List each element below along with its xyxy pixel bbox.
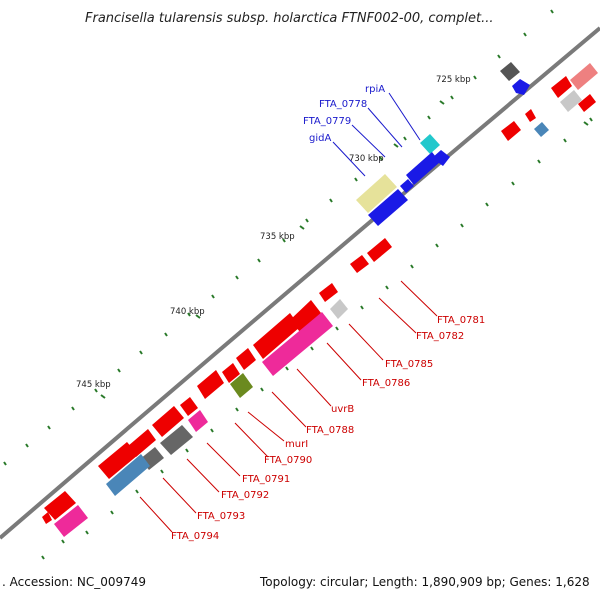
gene-block-fta0782[interactable] xyxy=(350,255,369,273)
lower-label-fta0781: FTA_0781 xyxy=(437,315,485,326)
lower-label-fta0791: FTA_0791 xyxy=(242,474,290,485)
gene-block-fta0785-grey[interactable] xyxy=(330,299,348,319)
gene-block-fta0778[interactable] xyxy=(432,150,450,166)
gene-block-gida[interactable] xyxy=(368,189,408,226)
gene-block-fta0785[interactable] xyxy=(319,283,338,302)
gene-block-right-2[interactable] xyxy=(570,63,598,90)
lower-label-uvrb: uvrB xyxy=(331,404,354,415)
gene-block-fta0794-steel[interactable] xyxy=(106,454,150,496)
lower-label-muri: murI xyxy=(285,439,308,450)
gene-block-right-3[interactable] xyxy=(560,90,582,112)
upper-label-leaders xyxy=(332,92,421,177)
gene-block-fta0793-b[interactable] xyxy=(128,429,156,457)
upper-label-fta0779: FTA_0779 xyxy=(303,116,351,127)
ruler-label-730: 730 kbp xyxy=(349,154,384,164)
gene-block-left-pink[interactable] xyxy=(54,505,88,537)
map-title: Francisella tularensis subsp. holarctica… xyxy=(85,11,494,26)
lower-label-leaders xyxy=(139,280,438,533)
gene-block-fta0792-pink[interactable] xyxy=(188,410,208,432)
gene-block-fta0792[interactable] xyxy=(180,397,198,416)
upper-label-fta0778: FTA_0778 xyxy=(319,99,367,110)
gene-block-left-red[interactable] xyxy=(44,491,76,520)
lower-label-fta0788: FTA_0788 xyxy=(306,425,354,436)
gene-block-blue-725[interactable] xyxy=(512,79,530,95)
gene-block-fta0794-a[interactable] xyxy=(98,442,138,479)
gene-block-fta0793-grey[interactable] xyxy=(160,425,193,455)
ruler-label-735: 735 kbp xyxy=(260,232,295,242)
lower-label-fta0793: FTA_0793 xyxy=(197,511,245,522)
lower-label-fta0782: FTA_0782 xyxy=(416,331,464,342)
forward-strand-genes xyxy=(356,62,530,226)
genome-backbone xyxy=(0,26,600,540)
reverse-strand-genes xyxy=(42,63,598,537)
gene-block-right-1[interactable] xyxy=(551,76,572,98)
gene-block-muri[interactable] xyxy=(230,373,253,398)
gene-block-right-5[interactable] xyxy=(525,109,536,122)
lower-label-fta0786: FTA_0786 xyxy=(362,378,410,389)
gene-block-grey-725[interactable] xyxy=(500,62,520,81)
gene-block-right-6[interactable] xyxy=(534,122,549,137)
upper-label-gida: gidA xyxy=(309,133,331,144)
gene-block-fta0779[interactable] xyxy=(400,152,440,193)
lower-label-fta0792: FTA_0792 xyxy=(221,490,269,501)
gene-block-fta0790-a[interactable] xyxy=(236,348,256,370)
gene-block-fta0790-b[interactable] xyxy=(222,363,240,383)
gene-block-fta0788[interactable] xyxy=(253,313,300,359)
gene-block-fta0793-a[interactable] xyxy=(152,406,184,437)
ruler-ticks xyxy=(3,9,593,560)
lower-label-fta0785: FTA_0785 xyxy=(385,359,433,370)
ruler-label-725: 725 kbp xyxy=(436,75,471,85)
gene-block-right-7[interactable] xyxy=(501,121,521,141)
gene-block-uvrb[interactable] xyxy=(262,312,333,376)
gene-block-fta0781[interactable] xyxy=(367,238,392,262)
gene-block-pseudo[interactable] xyxy=(356,174,397,213)
ruler-label-740: 740 kbp xyxy=(170,307,205,317)
gene-block-right-4[interactable] xyxy=(578,94,596,112)
footer-accession: . Accession: NC_009749 xyxy=(2,575,146,589)
ruler-label-745: 745 kbp xyxy=(76,380,111,390)
gene-block-rpia[interactable] xyxy=(420,134,440,154)
gene-block-left-small[interactable] xyxy=(42,512,52,524)
gene-block-fta0791[interactable] xyxy=(197,370,224,399)
lower-label-fta0794: FTA_0794 xyxy=(171,531,219,542)
lower-label-fta0790: FTA_0790 xyxy=(264,455,312,466)
footer-summary: Topology: circular; Length: 1,890,909 bp… xyxy=(259,575,590,589)
upper-label-rpia: rpiA xyxy=(365,84,385,95)
